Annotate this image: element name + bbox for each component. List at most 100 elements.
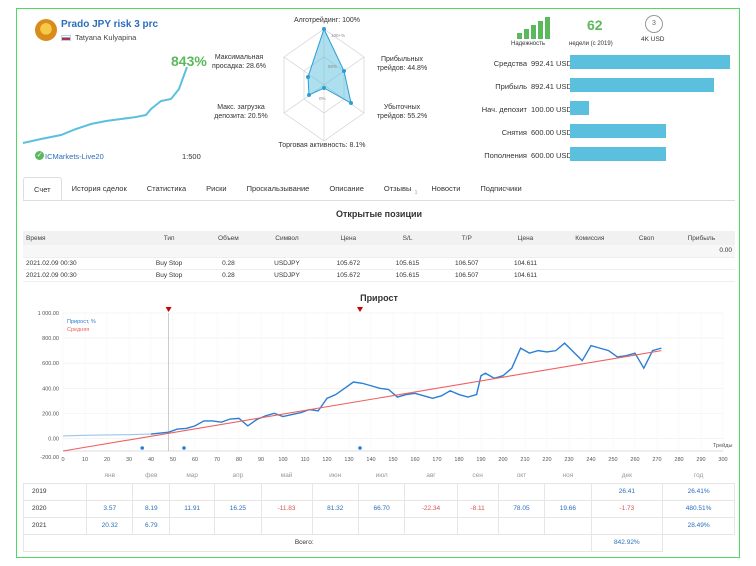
tab-0[interactable]: Счет [23,177,62,200]
x-tick-label: 50 [170,457,176,463]
month-value: -11.83 [260,499,313,518]
positions-header: Цена [318,231,378,245]
position-row[interactable]: 2021.02.09 00:30 Buy Stop 0.28 USDJPY 105.67… [23,257,735,270]
radar-profit-trades: Прибыльных трейдов: 44.8% [376,56,428,72]
x-tick-label: 150 [388,457,397,463]
monthly-returns-table: янв фев мар апр май июн июл авг сен окт ноя дек год … [22,469,735,552]
positions-header: Прибыль [667,231,735,245]
month-value [404,482,458,501]
radar-ring-0: 0% [319,96,326,101]
marker-icon [357,307,363,312]
position-cell: 2021.02.09 00:30 [23,257,137,270]
positions-header: Цена [496,231,555,245]
month-header: ноя [562,472,574,480]
month-value [357,516,406,535]
month-header: авг [426,472,436,480]
deal-marker [140,446,144,450]
growth-sparkline [22,66,188,144]
month-header: дек [621,472,633,480]
x-tick-label: 180 [454,457,463,463]
x-tick-label: 140 [366,457,375,463]
y-tick-label: 0.00 [48,436,59,442]
stat-label: Средства [493,59,527,68]
broker-link[interactable]: ICMarkets-Live20 [45,152,104,161]
tab-4[interactable]: Проскальзывание [246,184,310,193]
reliability-label: Надежность [511,41,545,47]
month-header: апр [232,472,244,480]
deal-marker [182,446,186,450]
positions-header: T/P [437,231,497,245]
month-value: 16.25 [214,499,262,518]
positions-header: Комиссия [554,231,626,245]
position-cell: 106.507 [437,269,497,282]
month-value: 19.66 [544,499,592,518]
month-value: -22.34 [404,499,458,518]
position-cell: 104.611 [496,257,555,270]
tab-2[interactable]: Статистика [146,184,187,193]
tab-7[interactable]: Новости [431,184,461,193]
month-value [456,516,499,535]
month-value: 3.57 [86,499,134,518]
stat-label: Прибыль [495,82,527,91]
radar-max-dd: Максимальная просадка: 28.6% [212,54,266,70]
x-tick-label: 20 [104,457,110,463]
total-label: Всего: [23,533,592,552]
radar-activity: Торговая активность: 8.1% [278,142,366,149]
month-value: 81.32 [311,499,359,518]
x-tick-label: 240 [586,457,595,463]
radar-loss-trades: Убыточных трейдов: 55.2% [376,104,428,120]
total-value: 842.92% [590,533,664,552]
avatar[interactable] [35,19,57,41]
verified-icon: ✓ [35,151,44,160]
month-value [590,516,664,535]
tab-bar: Счет История сделок Статистика Риски Проскал… [23,177,735,201]
position-cell: 104.611 [496,269,555,282]
month-value: 11.91 [169,499,216,518]
tab-5[interactable]: Описание [329,184,364,193]
positions-header: Своп [625,231,668,245]
position-row[interactable]: 2021.02.09 00:30 Buy Stop 0.28 USDJPY 105.67… [23,269,735,282]
month-value [497,516,546,535]
subscribers-label: 4K USD [641,36,665,43]
month-value: -1.73 [590,499,664,518]
author-name[interactable]: Tatyana Kulyapina [75,33,137,42]
tab-3[interactable]: Риски [206,184,227,193]
x-tick-label: 220 [542,457,551,463]
month-value [260,482,313,501]
month-value: 28.49% [662,516,735,535]
positions-header: Символ [255,231,319,245]
year-row: 2021 20.32 6.79 28.49% [22,516,735,535]
stat-label: Нач. депозит [481,105,527,114]
radar-ring-100: 100+% [331,33,345,38]
month-header: май [280,472,293,480]
month-header: июл [375,472,388,480]
stat-bar [570,78,714,92]
reliability-icon [517,17,550,39]
x-tick-label: 290 [696,457,705,463]
x-tick-label: 170 [432,457,441,463]
month-value [169,516,216,535]
position-cell: 105.672 [318,269,378,282]
x-tick-label: 250 [608,457,617,463]
x-tick-label: 300 [718,457,727,463]
positions-table: Время Тип Объем Символ Цена S/L T/P Цена Комисси… [23,231,735,282]
stat-value: 892.41 USD [531,82,572,91]
year-label: 2021 [22,516,88,535]
x-tick-label: 40 [148,457,154,463]
radar-ring-50: 50% [328,64,337,69]
subscribers-icon: 3 [645,15,663,33]
signal-title[interactable]: Prado JPY risk 3 prc [61,19,159,30]
tab-1[interactable]: История сделок [71,184,127,193]
x-tick-label: 130 [344,457,353,463]
month-header: фев [145,472,158,480]
year-row: 2020 3.57 8.19 11.91 16.25 -11.83 81.32 66.70 -2… [22,499,735,518]
tab-6[interactable]: Отзывы 1 [383,184,418,196]
x-tick-label: 0 [61,457,64,463]
y-tick-label: 800.00 [42,336,59,342]
sparkline-series [22,66,188,144]
stat-label: Пополнения [484,151,527,160]
weeks-label: недели (с 2019) [569,41,613,47]
tab-8[interactable]: Подписчики [480,184,522,193]
month-value [404,516,458,535]
month-value: 26.41 [590,482,664,501]
